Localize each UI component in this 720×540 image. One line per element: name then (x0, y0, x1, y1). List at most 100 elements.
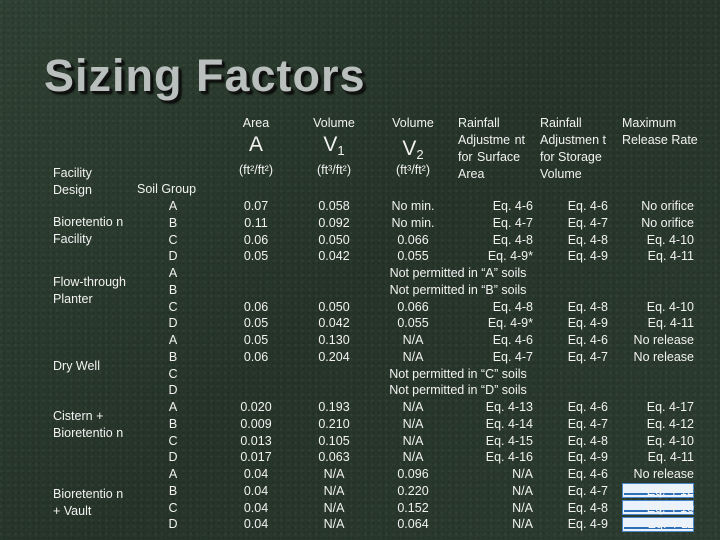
soil-group-cell: C (168, 299, 178, 314)
volume1-cell: 0.204 (318, 349, 350, 364)
area-cell: 0.06 (243, 232, 269, 247)
max-release-header: Maximum Release Rate (622, 116, 698, 147)
highlight-underline (624, 527, 694, 529)
volume1-cell: 0.050 (318, 299, 350, 314)
rainfall-storage-cell: Eq. 4-8 (567, 433, 608, 448)
volume2-cell: N/A (402, 416, 424, 431)
volume2-cell: 0.096 (397, 467, 429, 481)
area-cell: 0.05 (243, 316, 269, 331)
soil-group-cell: C (168, 232, 178, 247)
soil-group-cell: A (168, 467, 178, 481)
rainfall-storage-cell: Eq. 4-7 (567, 483, 608, 498)
max-release-cell: Eq. 4-10 (646, 299, 694, 314)
volume1-header-symbol: V1 (323, 133, 345, 158)
area-cell: 0.013 (240, 433, 272, 448)
soil-group-cell: B (168, 483, 178, 498)
area-header-symbol: A (248, 133, 263, 156)
volume2-cell: No min. (391, 215, 435, 230)
volume2-cell: 0.055 (397, 249, 429, 264)
volume2-cell: No min. (391, 199, 435, 213)
volume1-cell: N/A (323, 483, 345, 498)
volume1-cell: N/A (323, 467, 345, 481)
max-release-cell: Eq. 4-17 (646, 400, 694, 414)
rainfall-surface-cell: N/A (512, 483, 533, 498)
max-release-cell: Eq. 4-10 (646, 433, 694, 448)
area-cell: 0.06 (243, 299, 269, 314)
soil-group-cell: A (168, 266, 178, 280)
volume2-cell: N/A (402, 450, 424, 465)
volume1-cell: 0.063 (318, 450, 350, 465)
rainfall-storage-cell: Eq. 4-9 (567, 450, 608, 465)
soil-group-cell: D (168, 249, 178, 264)
soil-group-cell: D (168, 450, 178, 465)
soil-group-cell: D (168, 383, 178, 398)
max-release-cell: Eq. 4-12 (646, 483, 694, 498)
soil-group-cell: C (168, 366, 178, 381)
soil-group-cell: D (168, 316, 178, 331)
area-cell: 0.05 (243, 333, 269, 347)
facility-bioretention: Bioretentio n Facility (53, 215, 124, 246)
rainfall-storage-cell: Eq. 4-9 (567, 249, 608, 264)
rainfall-storage-cell: Eq. 4-8 (567, 299, 608, 314)
rainfall-storage-cell: Eq. 4-7 (567, 215, 608, 230)
volume2-header-label: Volume (392, 116, 434, 130)
max-release-cell: Eq. 4-10 (646, 232, 694, 247)
volume1-cell: 0.193 (318, 400, 350, 414)
soil-group-cell: B (168, 416, 178, 431)
rainfall-surface-cell: Eq. 4-13 (485, 400, 533, 414)
volume1-header-units: (ft³/ft²) (316, 163, 351, 177)
facility-flow-through-planter: Flow-through Planter (53, 275, 126, 306)
rainfall-surface-cell: Eq. 4-15 (485, 433, 533, 448)
volume1-header-label: Volume (313, 116, 355, 130)
volume2-cell: 0.066 (397, 299, 429, 314)
not-permitted-note: Not permitted in “D” soils (389, 383, 527, 398)
max-release-cell: No orifice (641, 215, 694, 230)
area-cell: 0.009 (240, 416, 272, 431)
highlight-underline (624, 493, 694, 495)
area-cell: 0.04 (243, 483, 269, 498)
rainfall-storage-cell: Eq. 4-6 (567, 199, 608, 213)
max-release-cell: No release (633, 467, 694, 481)
rainfall-surface-cell: Eq. 4-8 (492, 232, 533, 247)
rainfall-surface-cell: Eq. 4-6 (492, 333, 533, 347)
max-release-cell: Eq. 4-11 (647, 316, 694, 331)
rainfall-storage-cell: Eq. 4-6 (567, 400, 608, 414)
area-cell: 0.04 (243, 467, 269, 481)
facility-dry-well: Dry Well (53, 359, 100, 373)
volume2-header-units: (ft³/ft²) (395, 163, 430, 177)
not-permitted-note: Not permitted in “C” soils (389, 366, 527, 381)
rainfall-surface-cell: Eq. 4-16 (485, 450, 533, 465)
volume2-cell: 0.064 (397, 517, 429, 532)
soil-group-cell: C (168, 433, 178, 448)
max-release-cell: Eq. 4-12 (646, 416, 694, 431)
facility-bioretention-vault: Bioretentio n + Vault (53, 487, 124, 518)
volume2-header-symbol: V2 (402, 137, 424, 162)
max-release-cell: No orifice (641, 199, 694, 213)
volume1-cell: 0.210 (318, 416, 350, 431)
rainfall-storage-cell: Eq. 4-8 (567, 500, 608, 515)
area-cell: 0.11 (244, 215, 268, 230)
max-release-cell: Eq. 4-11 (647, 517, 694, 532)
rainfall-surface-cell: N/A (512, 500, 533, 515)
area-cell: 0.07 (243, 199, 269, 213)
max-release-cell: Eq. 4-11 (647, 450, 694, 465)
highlight-underline (624, 510, 694, 512)
soil-group-cell: C (168, 500, 178, 515)
rainfall-storage-cell: Eq. 4-7 (567, 349, 608, 364)
soil-group-header: Soil Group (137, 182, 197, 196)
area-cell: 0.017 (240, 450, 272, 465)
rainfall-surface-cell: Eq. 4-9* (487, 316, 533, 331)
volume1-cell: 0.058 (318, 199, 350, 213)
area-header-units: (ft²/ft²) (238, 163, 273, 177)
rainfall-surface-header: Rainfall Adjustme nt for Surface Area (458, 116, 526, 181)
max-release-cell: No release (633, 349, 694, 364)
volume1-cell: N/A (323, 500, 345, 515)
soil-group-cell: B (168, 349, 178, 364)
rainfall-storage-cell: Eq. 4-8 (567, 232, 608, 247)
facility-design-header: Facility Design (53, 166, 92, 197)
soil-group-cell: B (168, 215, 178, 230)
rainfall-storage-cell: Eq. 4-9 (567, 517, 608, 532)
volume2-cell: N/A (402, 349, 424, 364)
soil-group-cell: A (168, 400, 178, 414)
rainfall-surface-cell: Eq. 4-7 (492, 349, 533, 364)
